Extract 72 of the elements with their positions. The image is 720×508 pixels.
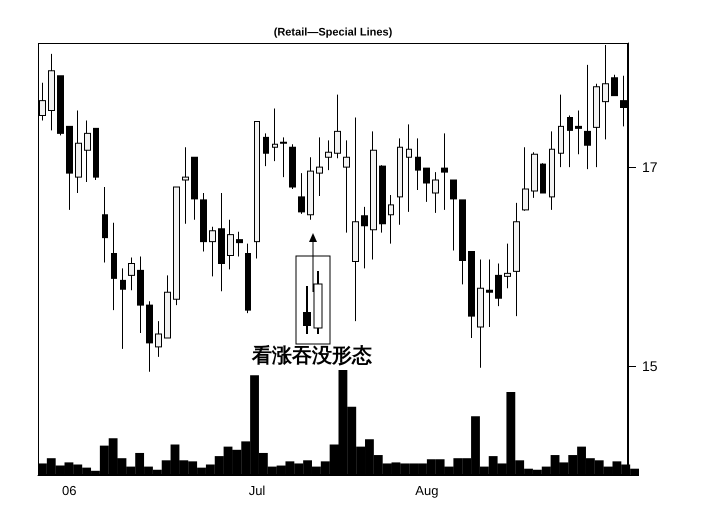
x-tick-label: Aug: [415, 483, 438, 498]
x-tick-label: Jul: [248, 483, 266, 498]
candlestick: [66, 126, 73, 210]
candlestick: [370, 130, 377, 260]
candlestick: [254, 120, 260, 260]
candlestick: [388, 194, 394, 244]
x-tick-label: 06: [62, 483, 77, 498]
candlestick: [102, 186, 108, 263]
y-tick-label: 15: [642, 358, 658, 374]
candlestick: [504, 243, 511, 289]
candlestick: [120, 268, 126, 350]
candlestick: [495, 262, 502, 307]
candlestick: [146, 300, 153, 372]
candlestick: [93, 128, 99, 181]
candlestick: [236, 231, 243, 258]
candlestick: [397, 138, 403, 226]
candlestick: [245, 243, 251, 314]
candlestick: [209, 226, 216, 277]
candlestick: [173, 186, 180, 306]
candlestick: [432, 172, 439, 214]
candlestick: [531, 152, 538, 198]
candlestick: [200, 192, 207, 252]
candlestick: [459, 199, 466, 285]
candlestick: [406, 124, 412, 212]
candlestick: [361, 206, 368, 269]
candlestick: [155, 320, 162, 358]
candlestick: [57, 75, 64, 136]
candlestick: [343, 140, 350, 234]
candlestick: [477, 258, 484, 368]
candlestick: [272, 108, 278, 162]
candlestick: [263, 132, 269, 167]
candlestick: [84, 120, 91, 183]
candlestick: [540, 162, 546, 194]
candlestick: [450, 180, 457, 252]
candlestick: [486, 258, 493, 328]
candlestick: [558, 94, 564, 168]
candlestick: [316, 136, 323, 196]
candlestick: [39, 82, 46, 121]
candlestick: [575, 110, 582, 155]
candlestick: [593, 83, 600, 168]
candlestick: [182, 146, 189, 224]
candlestick: [218, 192, 225, 292]
candlestick: [468, 251, 475, 338]
candlestick: [111, 222, 117, 311]
candlestick: [549, 130, 555, 210]
annotation: 看涨吞没形态: [251, 343, 372, 367]
candlestick: [164, 274, 171, 338]
candlestick: [137, 256, 144, 334]
candlestick: [602, 44, 609, 140]
candlestick: [522, 146, 529, 212]
candlestick: [128, 257, 135, 291]
chart-title: (Retail—Special Lines): [274, 26, 393, 38]
candlestick: [48, 53, 55, 131]
y-tick-label: 17: [642, 159, 658, 176]
candlestick: [513, 202, 520, 317]
candlestick: [379, 164, 386, 234]
candlestick: [298, 172, 305, 214]
candlestick: [75, 110, 82, 194]
candlestick: [227, 219, 234, 270]
candlestick: [325, 140, 332, 171]
candlestick: [567, 114, 573, 168]
candlestick: [307, 156, 314, 220]
candlestick: [280, 136, 287, 178]
candlestick: [441, 132, 448, 210]
candlestick: [352, 116, 359, 322]
candlestick: [423, 168, 430, 202]
candlestick: [584, 64, 591, 170]
candlestick: [415, 138, 421, 190]
candlestick: [334, 94, 341, 159]
candlestick: [611, 74, 618, 96]
candlestick: [289, 144, 296, 190]
candlestick: [191, 156, 198, 220]
